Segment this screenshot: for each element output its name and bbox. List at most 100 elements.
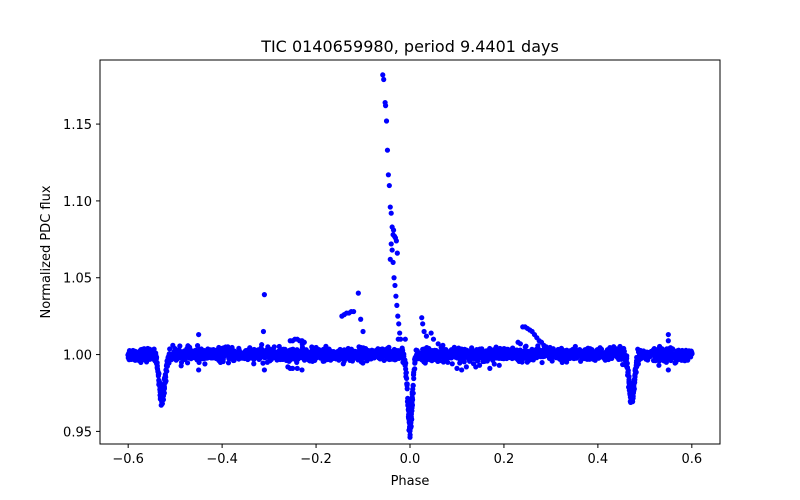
data-point: [177, 343, 183, 349]
x-tick-label: −0.4: [206, 452, 238, 467]
data-point: [259, 342, 265, 348]
data-point: [435, 341, 441, 347]
y-tick-label: 1.10: [63, 195, 92, 210]
data-point: [517, 341, 523, 347]
data-point: [388, 210, 394, 216]
data-point: [390, 227, 397, 233]
data-point: [419, 315, 425, 321]
data-point: [403, 373, 409, 380]
data-point: [404, 382, 410, 388]
data-point: [294, 365, 300, 371]
data-point: [360, 328, 366, 335]
data-point: [630, 386, 636, 392]
y-tick-label: 1.05: [63, 272, 92, 287]
data-point: [391, 275, 397, 281]
y-tick-label: 1.00: [63, 349, 92, 364]
data-point: [393, 238, 399, 244]
data-point: [545, 345, 552, 352]
data-point: [549, 358, 555, 364]
data-point: [395, 313, 401, 319]
data-point: [395, 336, 401, 342]
data-point: [355, 290, 361, 296]
data-point: [454, 365, 460, 371]
data-point: [390, 259, 396, 265]
data-point: [665, 367, 671, 373]
data-point: [461, 359, 467, 365]
data-point: [388, 241, 394, 247]
data-point: [473, 364, 479, 370]
data-point: [669, 346, 676, 352]
data-point: [154, 363, 160, 369]
data-point: [261, 292, 267, 298]
data-point: [420, 321, 426, 327]
data-point: [406, 413, 413, 419]
data-point: [421, 328, 427, 335]
x-tick-label: 0.4: [588, 452, 609, 467]
data-point: [625, 369, 631, 375]
data-point: [411, 367, 417, 373]
data-point: [196, 359, 202, 365]
data-point: [382, 103, 389, 109]
data-point: [656, 362, 662, 368]
data-point: [196, 367, 202, 373]
data-point: [196, 331, 202, 338]
data-point: [624, 355, 630, 361]
y-axis-label: Normalized PDC flux: [39, 185, 54, 318]
data-point: [392, 282, 398, 289]
data-point: [402, 360, 408, 366]
data-point: [260, 360, 266, 366]
data-point: [423, 333, 430, 339]
data-point: [261, 367, 267, 373]
data-point: [271, 344, 277, 350]
data-point: [397, 330, 403, 336]
data-point: [409, 391, 415, 397]
data-point: [164, 368, 170, 374]
data-point: [160, 391, 167, 397]
x-axis: −0.6 −0.4 −0.2 0.0 0.2 0.4 0.6: [112, 444, 702, 467]
data-point: [598, 346, 605, 352]
data-point: [251, 361, 257, 367]
data-point: [386, 182, 392, 189]
data-point: [289, 365, 296, 371]
data-point: [688, 351, 695, 357]
data-point: [153, 354, 160, 360]
data-point: [631, 377, 637, 383]
data-point: [626, 381, 633, 387]
data-point: [496, 362, 502, 368]
data-point: [184, 360, 191, 366]
data-point: [630, 393, 636, 399]
data-point: [402, 336, 408, 342]
data-point: [463, 364, 469, 370]
data-point: [394, 250, 400, 256]
data-point: [399, 345, 405, 351]
data-point: [621, 348, 627, 354]
x-tick-label: 0.6: [681, 452, 702, 467]
data-point: [403, 370, 409, 376]
data-point: [380, 72, 386, 78]
data-point: [428, 330, 434, 336]
plot-area: [99, 59, 721, 445]
data-point: [407, 428, 413, 434]
data-point: [440, 342, 446, 348]
data-point: [159, 387, 165, 393]
x-tick-label: 0.2: [494, 452, 515, 467]
data-point: [393, 293, 399, 299]
data-point: [381, 76, 387, 83]
data-point: [260, 328, 267, 335]
data-point: [410, 382, 416, 388]
data-point: [624, 360, 630, 366]
data-point: [358, 316, 364, 322]
data-point: [406, 402, 412, 409]
y-tick-label: 1.15: [63, 118, 92, 133]
data-point: [445, 359, 451, 365]
scatter-points: [125, 72, 695, 440]
y-axis: 0.95 1.00 1.05 1.10 1.15: [63, 118, 100, 440]
data-point: [394, 302, 400, 308]
data-point: [384, 147, 391, 153]
data-point: [665, 331, 671, 338]
data-point: [631, 381, 637, 387]
data-point: [385, 172, 391, 178]
data-point: [411, 375, 417, 382]
data-point: [161, 375, 168, 382]
x-tick-label: −0.2: [300, 452, 332, 467]
